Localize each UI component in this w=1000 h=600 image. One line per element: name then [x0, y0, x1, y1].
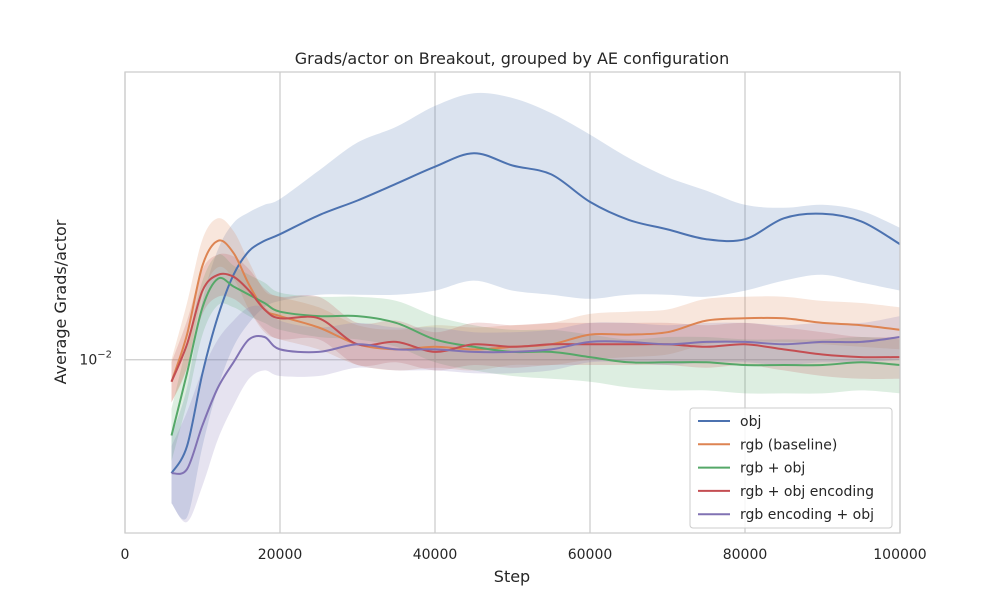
series-lines — [170, 152, 901, 475]
line-rgb-obj-encoding — [170, 272, 901, 383]
x-tick-label: 80000 — [723, 547, 768, 563]
y-tick-label: 10−2 — [79, 350, 112, 369]
y-axis-label: Average Grads/actor — [51, 219, 70, 384]
legend-label-obj: obj — [740, 414, 761, 430]
legend: obj rgb (baseline) rgb + obj rgb + obj enco… — [689, 407, 893, 529]
x-tick-label: 100000 — [873, 547, 926, 563]
y-tick-labels: 10−2 — [79, 350, 112, 369]
x-tick-label: 20000 — [258, 547, 303, 563]
band-obj — [171, 92, 900, 520]
x-tick-labels: 0 20000 40000 60000 80000 100000 — [121, 547, 927, 563]
legend-label-rgb-obj-encoding: rgb + obj encoding — [740, 484, 874, 500]
band-rgb-encoding-obj — [171, 305, 900, 523]
chart-title: Grads/actor on Breakout, grouped by AE c… — [295, 49, 729, 68]
legend-label-rgb-encoding-obj: rgb encoding + obj — [740, 507, 874, 523]
line-obj — [170, 152, 901, 474]
x-tick-label: 60000 — [568, 547, 613, 563]
band-rgb-obj-encoding — [171, 253, 900, 403]
line-rgb-obj — [170, 276, 901, 436]
confidence-bands — [171, 92, 900, 523]
line-rgb-encoding-obj — [171, 334, 901, 475]
legend-label-rgb-baseline: rgb (baseline) — [740, 437, 837, 453]
x-axis-label: Step — [494, 567, 530, 586]
line-rgb-baseline — [170, 239, 901, 383]
plot-frame — [124, 71, 901, 534]
x-tick-label: 40000 — [413, 547, 458, 563]
band-rgb-obj — [171, 254, 900, 462]
x-tick-label: 0 — [121, 547, 130, 563]
band-rgb-baseline — [171, 218, 900, 403]
legend-label-rgb-obj: rgb + obj — [740, 461, 805, 477]
legend-box — [689, 407, 893, 529]
